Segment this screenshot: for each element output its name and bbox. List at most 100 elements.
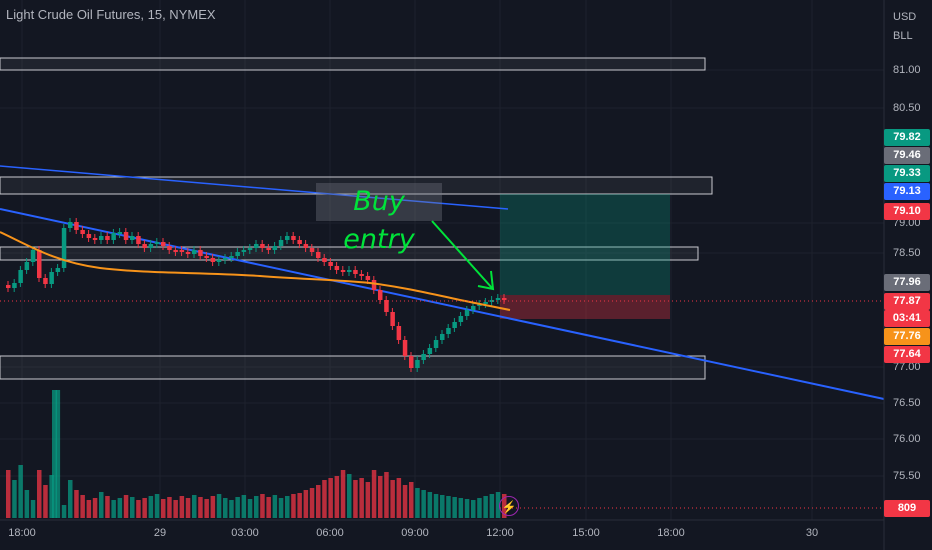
volume-bar	[229, 500, 234, 518]
volume-bar	[247, 499, 253, 518]
candle-body	[328, 262, 333, 266]
candle-body	[483, 302, 488, 304]
volume-bar	[440, 495, 445, 518]
candle-body	[92, 238, 98, 240]
currency-label[interactable]: USD BLL	[893, 8, 916, 46]
price-badge: 79.33	[884, 165, 930, 182]
volume-bar	[74, 490, 79, 518]
candle-body	[266, 248, 271, 250]
candle-body	[433, 340, 439, 348]
time-tick: 03:00	[231, 527, 259, 539]
candle-body	[254, 244, 259, 248]
trendline-lower[interactable]	[0, 208, 885, 400]
arrow-head	[477, 270, 495, 291]
volume-bar	[117, 498, 123, 518]
candle-body	[409, 356, 414, 368]
volume-bar	[142, 498, 147, 518]
target-zone[interactable]	[500, 194, 670, 295]
volume-bar	[18, 465, 23, 518]
candle-body	[55, 268, 61, 272]
candle-body	[30, 250, 36, 262]
price-tick: 75.50	[893, 470, 921, 482]
volume-bar	[409, 482, 414, 518]
buy-entry-label[interactable]: Buy entry	[316, 183, 442, 255]
chart-title[interactable]: Light Crude Oil Futures, 15, NYMEX	[6, 7, 216, 22]
candle-body	[185, 252, 191, 254]
volume-bar	[328, 478, 333, 518]
candle-body	[37, 250, 42, 278]
volume-bar	[303, 490, 309, 518]
volume-bar	[285, 496, 290, 518]
candle-body	[458, 316, 464, 322]
volume-bar	[154, 494, 160, 518]
volume-bar	[489, 494, 495, 518]
candle-body	[440, 334, 445, 340]
volume-bar	[365, 482, 371, 518]
volume-bar	[192, 495, 197, 518]
price-badge: 79.46	[884, 147, 930, 164]
candle-body	[61, 228, 67, 268]
lightning-icon[interactable]: ⚡	[499, 496, 519, 516]
candle-body	[99, 236, 104, 240]
volume-bar	[130, 497, 135, 518]
volume-bars	[6, 390, 507, 518]
time-tick: 15:00	[572, 527, 600, 539]
candle-body	[452, 322, 457, 328]
candle-body	[378, 290, 383, 300]
trendline-upper[interactable]	[0, 165, 509, 210]
volume-bar	[123, 495, 129, 518]
volume-bar	[12, 480, 17, 518]
candle-body	[421, 354, 426, 360]
volume-bar	[309, 488, 315, 518]
candle-body	[390, 312, 395, 326]
volume-bar	[30, 500, 36, 518]
candle-body	[303, 244, 309, 248]
volume-bar	[464, 499, 470, 518]
zone-rect[interactable]	[0, 57, 706, 71]
candle-body	[427, 348, 433, 354]
zone-rect[interactable]	[0, 355, 706, 380]
volume-bar	[92, 498, 98, 518]
price-badge: 79.82	[884, 129, 930, 146]
volume-bar	[396, 478, 402, 518]
candle-body	[192, 250, 197, 254]
volume-bar	[52, 390, 57, 518]
candle-body	[179, 250, 185, 252]
candle-body	[111, 233, 116, 240]
unit: BLL	[893, 30, 913, 42]
arrow-line	[431, 220, 493, 289]
volume-bar	[278, 498, 284, 518]
stop-zone[interactable]	[500, 295, 670, 319]
candle-body	[359, 274, 364, 276]
candle-body	[396, 326, 402, 340]
time-tick: 29	[153, 527, 167, 539]
price-tick: 79.00	[893, 217, 921, 229]
volume-bar	[6, 470, 11, 518]
candle-body	[80, 230, 85, 234]
candle-body	[210, 258, 216, 262]
volume-bar	[427, 492, 433, 518]
volume-bar	[24, 490, 30, 518]
candle-body	[223, 258, 228, 260]
volume-bar	[415, 488, 420, 518]
candle-body	[384, 300, 389, 312]
volume-bar	[235, 497, 240, 518]
candle-body	[309, 248, 315, 252]
candle-body	[260, 244, 265, 248]
volume-bar	[316, 485, 321, 518]
candle-body	[247, 248, 253, 250]
price-tick: 81.00	[893, 64, 921, 76]
candle-body	[495, 298, 501, 300]
volume-bar	[216, 494, 222, 518]
volume-bar	[452, 497, 457, 518]
price-badge: 77.64	[884, 346, 930, 363]
volume-bar	[167, 497, 172, 518]
volume-bar	[340, 470, 346, 518]
time-tick: 12:00	[486, 527, 514, 539]
candle-body	[371, 280, 377, 290]
candle-body	[340, 270, 346, 272]
volume-bar	[471, 500, 476, 518]
volume-bar	[390, 480, 395, 518]
candle-body	[272, 246, 278, 250]
